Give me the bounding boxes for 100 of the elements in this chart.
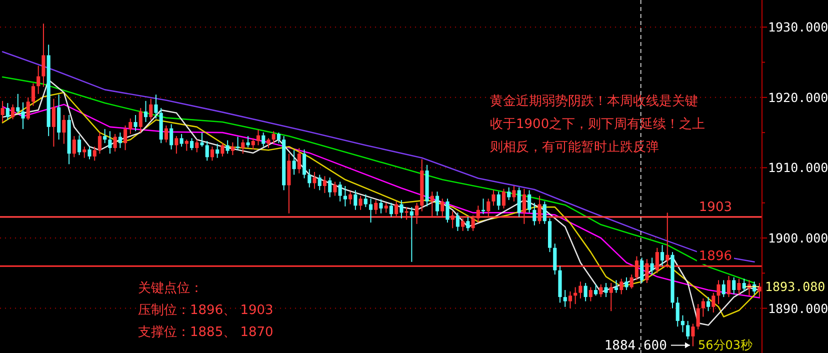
candlestick (410, 206, 414, 262)
candlestick (16, 93, 20, 114)
candlestick (722, 280, 726, 298)
candlestick (138, 107, 142, 134)
candlestick (292, 150, 296, 176)
candlestick (98, 132, 102, 154)
candlestick (701, 298, 705, 318)
candlestick (348, 191, 352, 205)
candlestick (446, 198, 450, 224)
candlestick (72, 136, 76, 158)
candlestick (374, 200, 378, 215)
candlestick (297, 148, 301, 174)
candlestick (322, 176, 327, 194)
candlestick (149, 98, 153, 120)
y-tick-label: 1930.000 (768, 20, 828, 35)
candlestick (118, 132, 122, 149)
candlestick (368, 198, 373, 224)
candlestick (517, 186, 521, 218)
candlestick (379, 198, 383, 214)
candlestick (440, 198, 444, 218)
candlestick (716, 280, 720, 305)
candlestick (461, 218, 465, 232)
candlestick (686, 320, 690, 340)
candlestick (338, 181, 342, 202)
candlestick (476, 205, 480, 224)
candlestick (246, 136, 250, 148)
candlestick (640, 257, 644, 284)
candlestick (312, 171, 316, 190)
candlestick (676, 296, 680, 328)
ref-line-label: 1896 (698, 249, 732, 264)
y-tick-label: 1910.000 (768, 160, 828, 176)
candlestick (563, 290, 567, 308)
candlestick (230, 142, 234, 156)
candlestick (614, 280, 618, 294)
candlestick (62, 114, 66, 144)
candlestick (77, 134, 82, 156)
candlestick (492, 190, 496, 206)
candlestick (450, 210, 454, 229)
candlestick (216, 143, 220, 158)
candlestick (742, 278, 746, 292)
y-tick-label: 1900.000 (768, 230, 828, 246)
annotation: 压制位：1896、 1903 (138, 303, 274, 318)
candlestick (26, 96, 30, 120)
candlestick (164, 125, 168, 143)
candlestick (588, 286, 592, 302)
annotation: 关键点位： (138, 281, 203, 296)
candlestick (210, 146, 214, 162)
candlestick (394, 200, 398, 218)
candlestick (31, 82, 36, 106)
candlestick (624, 276, 628, 291)
candlestick (532, 202, 536, 226)
candlestick (113, 133, 117, 152)
candlestick (226, 140, 230, 154)
candlestick (568, 290, 572, 309)
candlestick (415, 202, 419, 224)
candlestick (496, 191, 500, 210)
candlestick (262, 132, 266, 148)
candlestick (308, 168, 312, 188)
candlestick (154, 94, 158, 120)
candlestick (737, 278, 741, 295)
candlestick (174, 136, 178, 154)
ref-line-label: 1903 (698, 200, 732, 215)
candlestick (52, 98, 56, 148)
candlestick (364, 194, 368, 208)
candlestick (124, 125, 128, 151)
candlestick (456, 212, 460, 232)
candlestick (599, 284, 603, 298)
candlestick (650, 257, 654, 276)
candlestick (512, 185, 516, 202)
candlestick (507, 186, 511, 201)
candlestick (42, 23, 46, 88)
candlestick (170, 124, 174, 150)
annotation: 黄金近期弱势阴跌！本周收线是关键 (490, 94, 698, 109)
candlestick (389, 202, 394, 218)
candlestick (0, 100, 4, 123)
candlestick (726, 275, 731, 298)
annotation: 则相反，有可能暂时止跌反弹 (490, 140, 659, 155)
candlestick (400, 200, 404, 219)
annotation: 1884.600 (604, 338, 667, 353)
candlestick (696, 304, 700, 330)
candlestick (466, 216, 470, 232)
candlestick (435, 191, 440, 216)
candlestick (712, 292, 716, 314)
candlestick (190, 138, 194, 151)
candlestick (384, 202, 388, 214)
candlestick (241, 139, 245, 154)
candlestick (6, 102, 10, 120)
candlestick (430, 191, 434, 218)
annotation: 支撑位：1885、 1870 (138, 325, 274, 340)
candlestick (92, 146, 96, 162)
candlestick (609, 282, 613, 312)
y-tick-label: 1890.000 (768, 300, 828, 316)
candlestick (358, 195, 362, 210)
candlestick (318, 174, 322, 191)
candlestick (10, 104, 15, 120)
candlestick (732, 276, 736, 295)
candlestick (236, 136, 240, 151)
candlestick (128, 118, 132, 134)
candlestick (584, 282, 588, 302)
text: 1893.080 (765, 279, 826, 294)
